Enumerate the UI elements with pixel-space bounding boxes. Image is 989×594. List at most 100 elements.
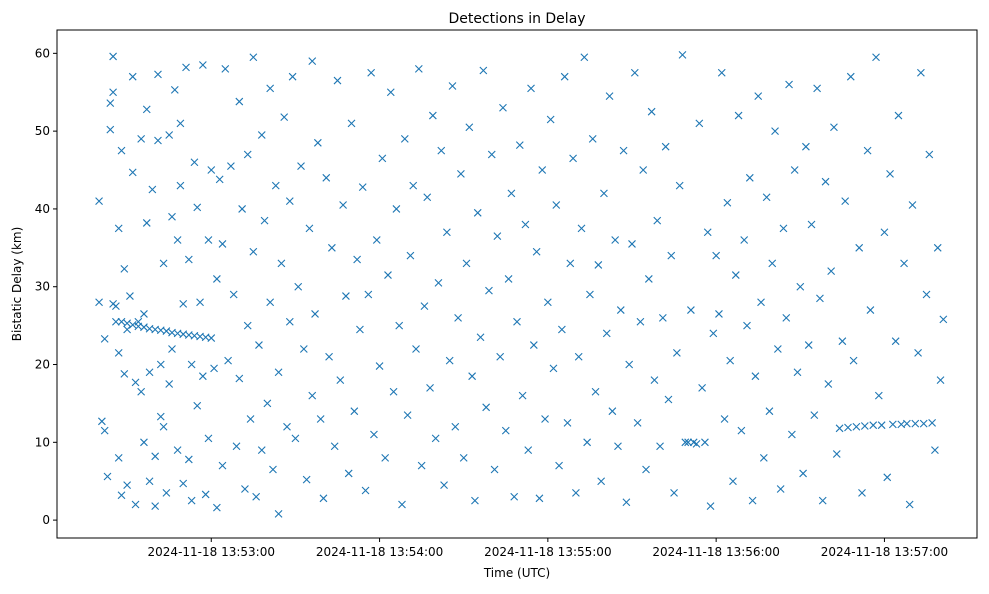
data-point	[751, 372, 760, 381]
data-point	[757, 298, 765, 307]
data-point	[684, 438, 692, 447]
data-point	[852, 422, 861, 431]
data-point	[824, 380, 833, 388]
data-point	[375, 362, 384, 370]
data-point	[414, 65, 423, 73]
data-point	[473, 208, 482, 217]
data-point	[813, 84, 822, 93]
data-point	[263, 399, 272, 408]
data-point	[280, 113, 289, 122]
data-point	[779, 224, 788, 233]
data-point	[148, 185, 157, 194]
data-point	[316, 415, 325, 423]
data-point	[322, 173, 331, 182]
data-point	[622, 498, 631, 507]
y-tick-label: 10	[35, 435, 50, 449]
data-point	[212, 275, 221, 283]
data-point	[647, 107, 656, 116]
data-point	[552, 201, 561, 209]
data-point	[709, 329, 718, 338]
data-point	[409, 181, 418, 190]
data-point	[140, 323, 148, 332]
data-point	[170, 86, 179, 94]
data-point	[574, 352, 583, 361]
data-point	[179, 299, 188, 308]
data-point	[796, 282, 805, 291]
data-point	[776, 485, 785, 493]
data-point	[271, 181, 280, 190]
data-point	[204, 236, 213, 244]
data-point	[717, 68, 726, 77]
data-point	[762, 193, 771, 202]
data-point	[790, 166, 799, 174]
data-point	[874, 391, 883, 400]
data-point	[417, 461, 426, 470]
data-point	[227, 162, 235, 171]
data-point	[274, 509, 283, 518]
data-point	[384, 271, 392, 279]
data-point	[616, 306, 625, 314]
data-point	[933, 243, 942, 252]
data-point	[325, 352, 333, 361]
data-point	[285, 197, 294, 206]
data-point	[162, 327, 171, 335]
data-point	[726, 356, 735, 365]
data-point	[241, 485, 249, 493]
data-point	[678, 51, 687, 59]
data-point	[701, 438, 709, 447]
data-point	[830, 123, 838, 132]
data-point	[190, 331, 199, 340]
data-point	[252, 492, 261, 501]
data-point	[229, 290, 238, 299]
data-point	[426, 383, 434, 392]
data-point	[827, 267, 836, 276]
data-point	[353, 255, 362, 264]
data-point	[117, 146, 126, 155]
data-point	[630, 68, 639, 77]
data-point	[184, 455, 193, 464]
data-point	[872, 53, 880, 62]
data-point	[459, 453, 468, 462]
data-point	[232, 442, 241, 451]
data-point	[347, 119, 356, 128]
data-point	[490, 465, 499, 474]
data-point	[255, 341, 263, 349]
data-point	[681, 438, 690, 447]
data-point	[602, 329, 611, 338]
data-point	[184, 255, 193, 264]
data-point	[218, 240, 227, 248]
x-axis-label: Time (UTC)	[483, 566, 550, 580]
data-point	[372, 236, 381, 244]
data-point	[420, 302, 429, 311]
data-point	[555, 461, 563, 470]
data-point	[569, 154, 577, 163]
data-point	[524, 446, 533, 454]
data-point	[457, 170, 465, 178]
data-point	[137, 135, 146, 143]
y-axis-label: Bistatic Delay (km)	[10, 227, 24, 342]
x-tick-label: 2024-11-18 13:57:00	[821, 545, 948, 559]
data-point	[218, 461, 227, 470]
data-point	[187, 496, 196, 505]
data-point	[729, 477, 737, 486]
data-point	[238, 205, 247, 213]
data-point	[625, 360, 634, 369]
data-point	[106, 99, 115, 108]
data-point	[100, 334, 109, 343]
data-point	[580, 53, 589, 62]
data-point	[198, 372, 207, 381]
data-point	[493, 232, 502, 241]
data-point	[440, 481, 448, 489]
data-point	[224, 356, 232, 365]
data-point	[886, 170, 894, 178]
data-point	[563, 418, 572, 427]
data-point	[914, 348, 922, 357]
data-point	[327, 243, 336, 252]
data-point	[159, 259, 168, 268]
data-point	[235, 97, 244, 106]
data-point	[894, 111, 903, 120]
data-point	[465, 123, 474, 132]
data-point	[176, 181, 185, 190]
data-point	[137, 387, 146, 396]
data-point	[114, 224, 123, 233]
